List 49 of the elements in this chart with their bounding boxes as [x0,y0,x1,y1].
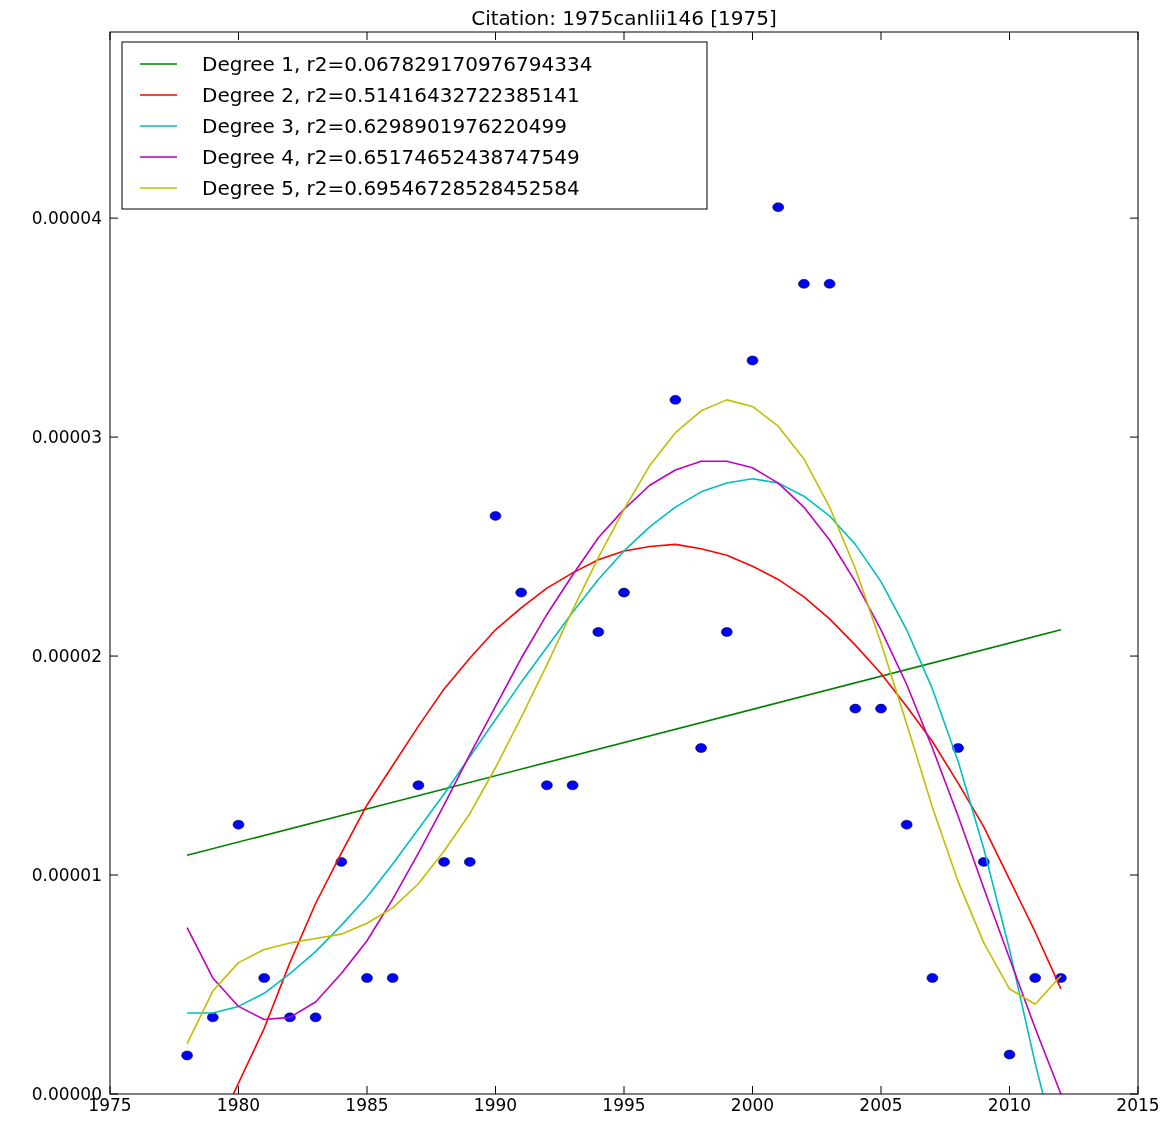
line-series [232,543,1062,1094]
point [566,780,579,790]
x-tick-label: 2005 [859,1095,903,1115]
y-tick-label: 0.00004 [31,208,102,229]
point [361,973,373,983]
point [823,279,836,289]
point [438,857,450,867]
y-tick-label: 0.00002 [31,646,102,667]
point [669,395,682,405]
point [181,1050,193,1061]
point [592,627,605,637]
point [464,857,476,867]
point [412,780,425,790]
point [515,587,527,598]
x-tick-label: 2000 [730,1095,775,1115]
x-tick-label: 1995 [602,1095,646,1115]
x-tick-label: 2010 [987,1095,1032,1115]
point [258,973,270,983]
point [232,819,245,830]
chart-title: Citation: 1975canlii146 [1975] [471,6,777,30]
point [952,743,964,753]
legend-label: Degree 5, r2=0.69546728528452584 [202,176,580,200]
point [489,511,502,521]
point [849,703,862,714]
x-tick-label: 1980 [216,1095,261,1115]
legend-label: Degree 3, r2=0.6298901976220499 [202,114,567,138]
point [900,819,913,830]
point [1029,973,1041,983]
legend-label: Degree 4, r2=0.65174652438747549 [202,145,580,169]
point [772,202,784,212]
point [618,587,630,598]
legend-label: Degree 1, r2=0.067829170976794334 [202,52,593,76]
point [721,627,733,637]
x-tick-label: 2015 [1116,1095,1160,1115]
point [798,279,810,289]
x-tick-label: 1990 [473,1095,518,1115]
legend-label: Degree 2, r2=0.51416432722385141 [202,83,580,107]
point [309,1012,322,1023]
x-tick-label: 1985 [345,1095,389,1115]
point [875,703,887,714]
y-tick-label: 0.00001 [31,864,102,885]
point [386,973,399,983]
point [746,355,759,366]
point [695,743,707,753]
point [207,1012,219,1023]
point [1003,1049,1016,1060]
y-tick-label: 0.00003 [31,427,102,448]
point [541,780,553,790]
point [926,973,939,983]
